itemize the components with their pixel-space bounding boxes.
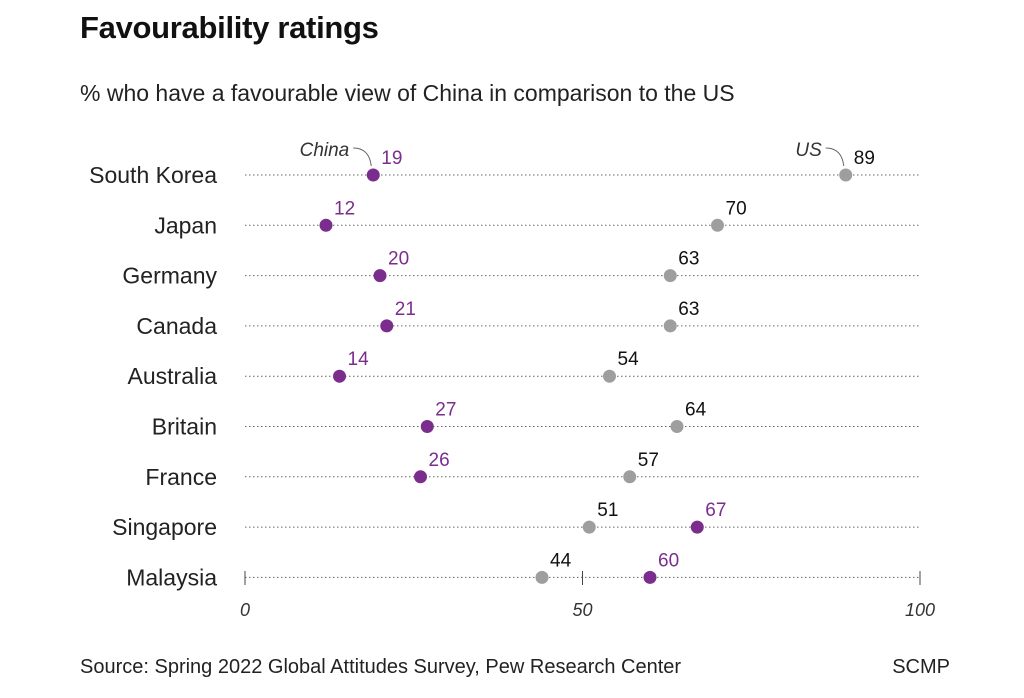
us-value-label-singapore: 51 xyxy=(597,500,618,521)
us-dot-japan xyxy=(711,218,724,232)
x-tick-label-100: 100 xyxy=(905,600,935,620)
x-tick-label-50: 50 xyxy=(572,600,592,620)
china-dot-south-korea xyxy=(366,168,380,182)
china-dot-britain xyxy=(420,420,434,433)
chart-title: Favourability ratings xyxy=(80,10,379,45)
series-leader-us xyxy=(825,147,845,167)
us-dot-france xyxy=(623,470,637,484)
china-dot-singapore xyxy=(690,520,704,534)
country-label-malaysia: Malaysia xyxy=(126,564,217,590)
us-value-label-canada: 63 xyxy=(678,299,699,320)
us-dot-australia xyxy=(603,369,616,383)
country-label-south-korea: South Korea xyxy=(89,162,217,188)
us-value-label-japan: 70 xyxy=(726,198,747,219)
country-label-canada: Canada xyxy=(136,313,217,339)
china-dot-malaysia xyxy=(643,570,657,584)
china-dot-australia xyxy=(333,369,346,383)
country-label-france: France xyxy=(145,464,217,490)
us-dot-south-korea xyxy=(839,168,853,182)
china-value-label-japan: 12 xyxy=(334,198,355,219)
china-value-label-singapore: 67 xyxy=(705,500,726,521)
country-label-australia: Australia xyxy=(128,363,218,389)
country-label-japan: Japan xyxy=(154,212,217,238)
us-dot-canada xyxy=(663,319,677,333)
china-value-label-britain: 27 xyxy=(435,400,456,421)
series-leader-china xyxy=(353,147,372,167)
us-dot-malaysia xyxy=(535,570,549,584)
us-value-label-france: 57 xyxy=(638,450,659,471)
china-value-label-south-korea: 19 xyxy=(381,148,402,169)
country-label-germany: Germany xyxy=(122,263,217,289)
us-value-label-britain: 64 xyxy=(685,400,707,421)
us-value-label-germany: 63 xyxy=(678,249,699,270)
china-value-label-germany: 20 xyxy=(388,249,409,270)
us-dot-britain xyxy=(670,420,684,433)
china-value-label-australia: 14 xyxy=(348,349,370,370)
china-dot-france xyxy=(414,470,427,484)
china-value-label-canada: 21 xyxy=(395,299,416,320)
china-dot-germany xyxy=(373,269,387,283)
china-value-label-france: 26 xyxy=(429,450,450,471)
china-value-label-malaysia: 60 xyxy=(658,550,679,571)
series-label-us: US xyxy=(795,140,822,161)
series-label-china: China xyxy=(300,140,350,161)
us-dot-singapore xyxy=(582,520,596,534)
us-dot-germany xyxy=(663,269,677,283)
us-value-label-south-korea: 89 xyxy=(854,148,875,169)
china-dot-canada xyxy=(380,319,394,333)
chart-subtitle: % who have a favourable view of China in… xyxy=(80,80,735,106)
country-label-singapore: Singapore xyxy=(112,514,217,540)
brand-credit: SCMP xyxy=(892,656,950,678)
country-label-britain: Britain xyxy=(152,414,217,440)
x-tick-label-0: 0 xyxy=(240,600,250,620)
us-value-label-australia: 54 xyxy=(618,349,640,370)
source-note: Source: Spring 2022 Global Attitudes Sur… xyxy=(80,656,682,678)
us-value-label-malaysia: 44 xyxy=(550,550,572,571)
china-dot-japan xyxy=(319,218,333,232)
